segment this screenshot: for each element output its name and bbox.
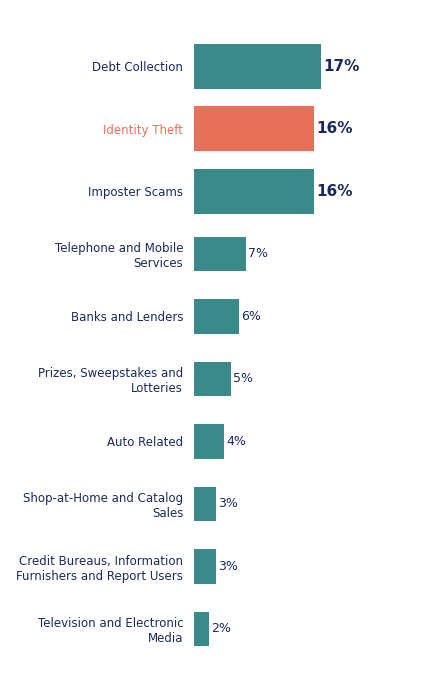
Bar — [194, 106, 314, 151]
Bar — [194, 362, 231, 396]
Text: 3%: 3% — [218, 497, 238, 511]
Text: 17%: 17% — [323, 59, 360, 74]
Bar — [194, 612, 209, 646]
Bar — [194, 549, 216, 584]
Bar — [194, 299, 239, 333]
Text: 5%: 5% — [233, 373, 253, 386]
Text: 7%: 7% — [248, 248, 269, 260]
Bar — [194, 237, 246, 271]
Text: 3%: 3% — [218, 560, 238, 573]
Bar — [194, 486, 216, 521]
Text: 16%: 16% — [316, 121, 352, 137]
Text: 16%: 16% — [316, 184, 352, 199]
Text: 2%: 2% — [211, 622, 231, 635]
Bar — [194, 169, 314, 214]
Text: 4%: 4% — [226, 435, 246, 448]
Text: 6%: 6% — [241, 310, 261, 323]
Bar — [194, 44, 321, 89]
Bar — [194, 424, 224, 459]
